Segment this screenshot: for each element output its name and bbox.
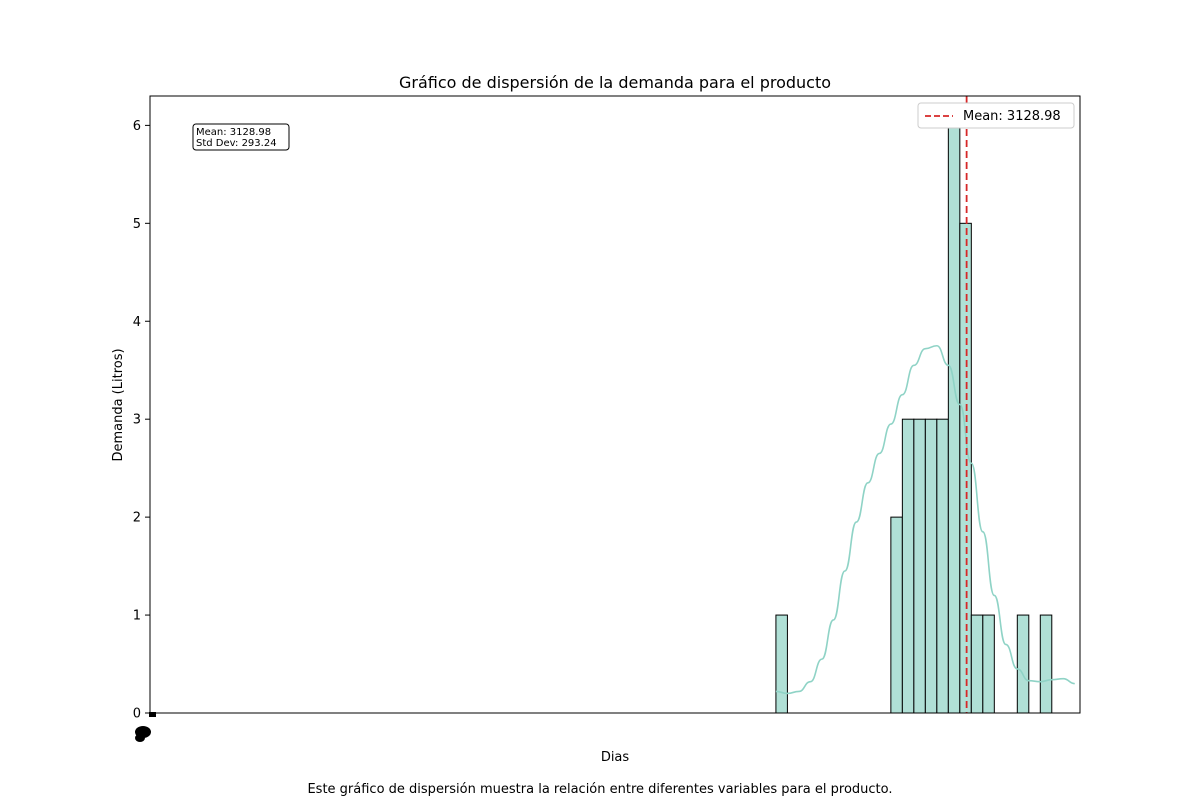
histogram-bar: [913, 418, 926, 714]
y-tick-label: 4: [133, 315, 141, 330]
x-axis-tick-cluster: [135, 712, 156, 742]
y-tick-label: 5: [133, 217, 141, 232]
x-axis-label: Dias: [601, 750, 630, 765]
stats-std: Std Dev: 293.24: [196, 138, 277, 149]
y-tick-label: 3: [133, 413, 141, 428]
y-tick-label: 6: [133, 119, 141, 134]
histogram-bar: [924, 418, 938, 714]
histogram-bar: [1039, 614, 1053, 714]
chart-caption: Este gráfico de dispersión muestra la re…: [307, 782, 893, 797]
y-tick-label: 0: [133, 707, 141, 722]
y-tick-label: 2: [133, 511, 141, 526]
histogram-bar: [970, 614, 984, 714]
stats-mean: Mean: 3128.98: [196, 127, 271, 138]
histogram-bar: [775, 614, 788, 714]
stats-box: Mean: 3128.98 Std Dev: 293.24: [192, 123, 290, 151]
legend-mean-label: Mean: 3128.98: [963, 109, 1061, 124]
histogram-bar: [947, 124, 961, 714]
histogram-bar: [936, 418, 949, 714]
legend: Mean: 3128.98: [917, 102, 1075, 129]
y-axis-ticks: 0 1 2 3 4 5 6: [133, 119, 150, 722]
histogram-bar: [959, 222, 972, 714]
kde-curve: [775, 344, 1075, 695]
histogram-bar: [982, 614, 995, 714]
y-tick-label: 1: [133, 609, 141, 624]
bars-layer: [775, 124, 1053, 714]
chart-title: Gráfico de dispersión de la demanda para…: [399, 73, 831, 92]
histogram-bar: [890, 516, 903, 714]
histogram-bar: [901, 418, 915, 714]
plot-frame: [149, 95, 1081, 714]
y-axis-label: Demanda (Litros): [111, 348, 126, 461]
histogram-bar: [1016, 614, 1030, 714]
